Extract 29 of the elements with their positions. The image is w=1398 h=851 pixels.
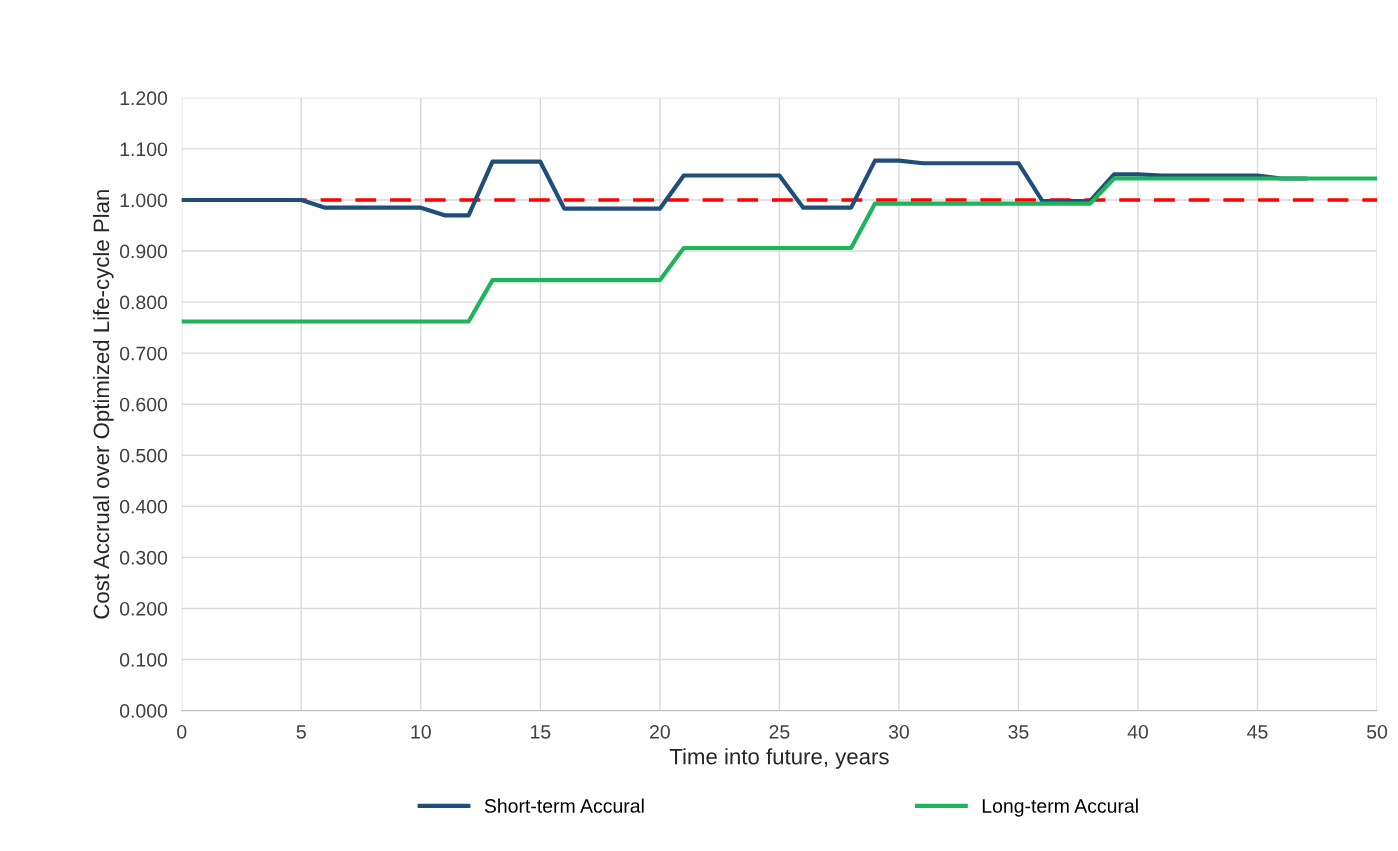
x-tick-label: 50 (1366, 724, 1388, 739)
y-tick-label: 0.900 (119, 244, 168, 259)
y-axis-title: Cost Accrual over Optimized Life-cycle Plan (92, 190, 114, 619)
x-tick-label: 35 (1008, 724, 1029, 739)
x-tick-label: 20 (650, 724, 670, 739)
y-tick-label: 1.200 (120, 91, 168, 106)
y-tick-label: 0.300 (119, 550, 168, 565)
y-tick-label: 0.800 (119, 295, 168, 310)
y-tick-label: 1.000 (120, 193, 168, 208)
x-tick-label: 5 (296, 725, 306, 739)
y-tick-label: 0.700 (119, 346, 168, 361)
x-tick-label: 0 (177, 724, 187, 739)
x-tick-label: 30 (888, 724, 909, 739)
x-tick-label: 45 (1247, 725, 1268, 739)
y-tick-label: 0.400 (119, 499, 168, 514)
y-tick-label: 0.100 (119, 652, 168, 667)
x-tick-label: 25 (769, 724, 790, 739)
legend-label: Long-term Accural (982, 798, 1138, 817)
x-tick-label: 15 (531, 725, 551, 739)
y-tick-label: 0.500 (119, 448, 168, 463)
x-tick-label: 40 (1127, 724, 1149, 739)
legend-label: Short-term Accural (484, 798, 644, 813)
y-tick-label: 0.600 (119, 397, 168, 412)
y-tick-label: 0.000 (119, 704, 168, 718)
y-tick-label: 1.100 (120, 142, 168, 157)
y-tick-label: 0.200 (119, 601, 168, 616)
x-tick-label: 10 (411, 724, 431, 739)
line-series (181, 176, 1378, 324)
x-axis-title: Time into future, years (669, 748, 889, 769)
